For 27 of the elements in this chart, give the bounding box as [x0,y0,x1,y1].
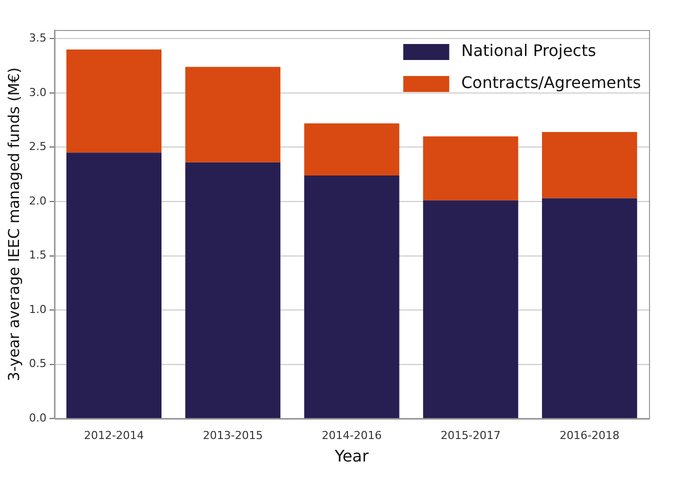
y-axis-title: 3-year average IEEC managed funds (M€) [4,67,23,382]
y-tick-label: 3.5 [28,32,46,45]
x-tick-label: 2013-2015 [202,429,263,442]
y-tick-label: 3.0 [28,86,46,99]
bar [542,198,638,418]
y-tick-label: 1.5 [28,248,46,262]
bar [185,162,280,418]
legend-label: National Projects [461,41,596,60]
y-tick-label: 0.0 [28,411,46,424]
bar [542,132,638,198]
bar [304,123,400,176]
bar [66,50,162,153]
y-tick-label: 1.0 [28,302,46,316]
x-axis-title: Year [334,446,370,466]
bar [66,152,162,418]
legend-label: Contracts/Agreements [461,73,641,92]
x-tick-label: 2016-2018 [560,429,620,442]
bar [423,136,518,200]
bar [304,175,400,418]
bar [185,66,280,162]
y-tick-label: 2.5 [28,140,46,154]
x-tick-label: 2014-2016 [322,429,382,442]
bar [423,200,518,418]
x-tick-label: 2012-2014 [84,429,144,442]
y-tick-label: 2.0 [28,194,46,208]
y-tick-label: 0.5 [28,357,46,370]
x-tick-label: 2015-2017 [440,429,501,442]
